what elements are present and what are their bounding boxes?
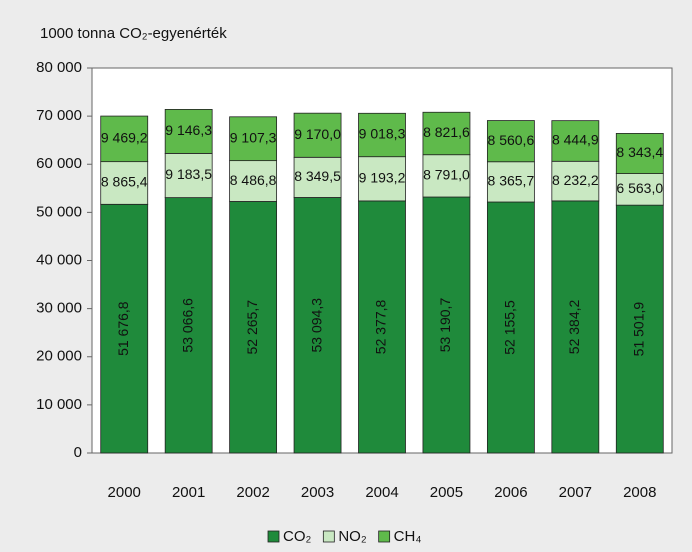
legend-label: CO₂ bbox=[283, 528, 312, 545]
bar-segment bbox=[615, 173, 664, 206]
data-label: 9 107,3 bbox=[230, 129, 277, 145]
bar-segment bbox=[486, 120, 535, 163]
data-label: 8 791,0 bbox=[423, 167, 470, 183]
x-tick-label: 2002 bbox=[236, 484, 269, 501]
x-tick-label: 2005 bbox=[430, 484, 463, 501]
bar-segment bbox=[100, 115, 149, 163]
legend-label: NO₂ bbox=[338, 528, 367, 545]
bar-segment bbox=[229, 116, 278, 162]
legend-swatch bbox=[322, 530, 335, 543]
bar-segment bbox=[164, 197, 213, 454]
data-label: 51 501,9 bbox=[630, 302, 646, 357]
data-label: 52 384,2 bbox=[566, 299, 582, 354]
bar-segment bbox=[293, 156, 342, 198]
data-label: 51 676,8 bbox=[115, 301, 131, 356]
bar-segment bbox=[358, 156, 406, 202]
bar-segment bbox=[293, 112, 342, 158]
bar-segment bbox=[100, 203, 149, 454]
data-label: 6 563,0 bbox=[616, 180, 663, 196]
y-tick-label: 80 000 bbox=[36, 59, 82, 76]
data-label: 8 821,6 bbox=[423, 124, 470, 140]
data-label: 52 377,8 bbox=[373, 300, 389, 355]
data-label: 9 170,0 bbox=[294, 126, 341, 142]
data-label: 9 193,2 bbox=[359, 170, 406, 186]
data-label: 8 865,4 bbox=[101, 174, 148, 190]
x-tick-label: 2006 bbox=[494, 484, 527, 501]
data-label: 9 469,2 bbox=[101, 130, 148, 146]
y-tick-label: 50 000 bbox=[36, 203, 82, 220]
bar-segment bbox=[551, 120, 600, 162]
bar-segment bbox=[615, 204, 664, 454]
data-label: 8 343,4 bbox=[616, 144, 663, 160]
bar-segment bbox=[164, 109, 213, 154]
data-label: 9 183,5 bbox=[165, 166, 212, 182]
data-label: 53 190,7 bbox=[437, 298, 453, 353]
y-tick-label: 20 000 bbox=[36, 348, 82, 365]
x-tick-label: 2004 bbox=[365, 484, 398, 501]
data-label: 8 365,7 bbox=[488, 173, 535, 189]
data-label: 53 066,6 bbox=[179, 298, 195, 353]
x-tick-label: 2003 bbox=[301, 484, 334, 501]
bar-segment bbox=[551, 200, 600, 454]
data-label: 52 155,5 bbox=[502, 300, 518, 355]
bar-segment bbox=[358, 112, 406, 158]
data-label: 8 444,9 bbox=[552, 132, 599, 148]
bar-segment bbox=[358, 200, 406, 454]
y-tick-label: 30 000 bbox=[36, 300, 82, 317]
legend-swatch bbox=[378, 530, 391, 543]
data-label: 8 349,5 bbox=[294, 168, 341, 184]
y-tick-label: 60 000 bbox=[36, 155, 82, 172]
bar-segment bbox=[422, 154, 471, 198]
data-label: 53 094,3 bbox=[308, 298, 324, 353]
x-tick-label: 2001 bbox=[172, 484, 205, 501]
data-label: 8 486,8 bbox=[230, 172, 277, 188]
legend-swatch bbox=[267, 530, 280, 543]
bar-segment bbox=[551, 160, 600, 202]
data-label: 9 146,3 bbox=[165, 122, 212, 138]
bar-segment bbox=[229, 201, 278, 454]
legend-label: CH₄ bbox=[394, 528, 422, 545]
x-tick-label: 2008 bbox=[623, 484, 656, 501]
x-tick-label: 2007 bbox=[559, 484, 592, 501]
bar-segment bbox=[293, 197, 342, 454]
y-tick-label: 70 000 bbox=[36, 107, 82, 124]
bar-segment bbox=[486, 161, 535, 203]
x-tick-label: 2000 bbox=[108, 484, 141, 501]
bar-segment bbox=[164, 153, 213, 199]
y-tick-label: 0 bbox=[74, 444, 82, 461]
y-tick-label: 40 000 bbox=[36, 251, 82, 268]
data-label: 9 018,3 bbox=[359, 126, 406, 142]
data-label: 8 560,6 bbox=[488, 132, 535, 148]
bar-segment bbox=[615, 133, 664, 174]
y-axis-label: 1000 tonna CO₂-egyenérték bbox=[40, 25, 227, 42]
data-label: 52 265,7 bbox=[244, 300, 260, 355]
y-tick-label: 10 000 bbox=[36, 396, 82, 413]
bar-segment bbox=[486, 201, 535, 454]
bar-segment bbox=[422, 196, 471, 454]
bar-segment bbox=[422, 111, 471, 156]
data-label: 8 232,2 bbox=[552, 172, 599, 188]
